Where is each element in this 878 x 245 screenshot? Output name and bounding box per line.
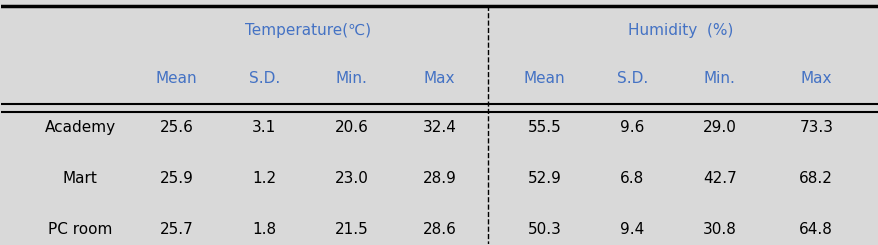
Text: PC room: PC room bbox=[48, 221, 112, 237]
Text: 30.8: 30.8 bbox=[702, 221, 736, 237]
Text: 23.0: 23.0 bbox=[335, 171, 369, 186]
Text: 20.6: 20.6 bbox=[335, 120, 369, 135]
Text: 9.4: 9.4 bbox=[620, 221, 644, 237]
Text: Max: Max bbox=[423, 71, 455, 86]
Text: Humidity  (%): Humidity (%) bbox=[627, 23, 732, 38]
Text: 9.6: 9.6 bbox=[619, 120, 644, 135]
Text: 32.4: 32.4 bbox=[422, 120, 456, 135]
Text: 52.9: 52.9 bbox=[527, 171, 561, 186]
Text: Max: Max bbox=[800, 71, 831, 86]
Text: S.D.: S.D. bbox=[248, 71, 279, 86]
Text: 64.8: 64.8 bbox=[798, 221, 832, 237]
Text: Min.: Min. bbox=[335, 71, 367, 86]
Text: 42.7: 42.7 bbox=[702, 171, 736, 186]
Text: Min.: Min. bbox=[703, 71, 735, 86]
Text: 68.2: 68.2 bbox=[798, 171, 832, 186]
Text: 21.5: 21.5 bbox=[335, 221, 369, 237]
Text: 1.2: 1.2 bbox=[252, 171, 276, 186]
Text: 25.6: 25.6 bbox=[160, 120, 193, 135]
Text: 1.8: 1.8 bbox=[252, 221, 276, 237]
Text: Mean: Mean bbox=[155, 71, 198, 86]
Text: 73.3: 73.3 bbox=[798, 120, 832, 135]
Text: S.D.: S.D. bbox=[616, 71, 647, 86]
Text: 25.7: 25.7 bbox=[160, 221, 193, 237]
Text: 6.8: 6.8 bbox=[620, 171, 644, 186]
Text: Mart: Mart bbox=[62, 171, 97, 186]
Text: 25.9: 25.9 bbox=[160, 171, 193, 186]
Text: 50.3: 50.3 bbox=[527, 221, 561, 237]
Text: 28.9: 28.9 bbox=[422, 171, 456, 186]
Text: 3.1: 3.1 bbox=[252, 120, 276, 135]
Text: 55.5: 55.5 bbox=[527, 120, 561, 135]
Text: Academy: Academy bbox=[45, 120, 116, 135]
Text: Temperature(℃): Temperature(℃) bbox=[245, 23, 371, 38]
Text: Mean: Mean bbox=[523, 71, 565, 86]
Text: 28.6: 28.6 bbox=[422, 221, 456, 237]
Text: 29.0: 29.0 bbox=[702, 120, 736, 135]
